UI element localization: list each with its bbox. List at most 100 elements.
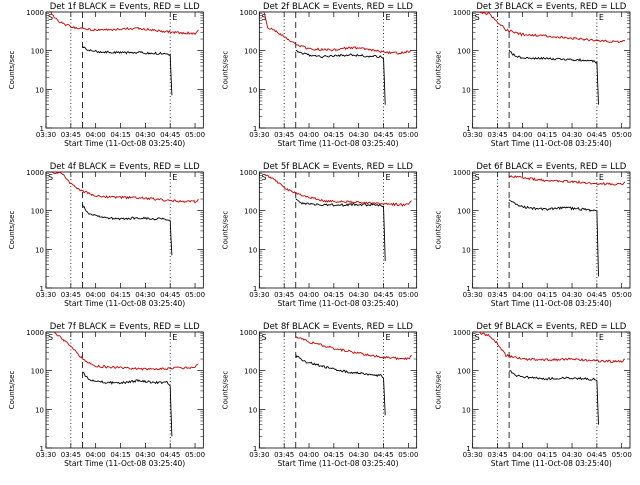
- x-tick-label: 04:15: [537, 291, 557, 299]
- chart-panel-4: Det 4f BLACK = Events, RED = LLD 1 10 100 10…: [8, 162, 205, 308]
- y-tick-label: 10: [35, 246, 44, 254]
- y-tick-label: 1: [253, 125, 257, 133]
- x-tick-label: 05:00: [185, 451, 205, 459]
- chart-title: Det 2f BLACK = Events, RED = LLD: [263, 2, 413, 12]
- y-tick-label: 10: [35, 406, 44, 414]
- chart-panel-3: Det 3f BLACK = Events, RED = LLD 1 10 100 10…: [435, 2, 632, 148]
- x-tick-label: 03:45: [487, 451, 507, 459]
- y-tick-label: 100: [31, 48, 44, 56]
- x-tick-label: 04:15: [324, 131, 344, 139]
- y-tick-label: 1: [40, 445, 44, 453]
- x-tick-label: 05:00: [398, 451, 418, 459]
- corner-label-end: E: [599, 13, 604, 22]
- x-tick-label: 05:00: [612, 131, 632, 139]
- y-axis-label: Counts/sec: [221, 371, 229, 410]
- corner-label-start: S: [475, 173, 480, 182]
- y-tick-label: 1000: [26, 329, 44, 337]
- chart-panel-7: Det 7f BLACK = Events, RED = LLD 1 10 100 10…: [8, 322, 205, 468]
- series-line-lld-red: [264, 174, 412, 207]
- x-tick-label: 05:00: [185, 291, 205, 299]
- x-tick-label: 03:30: [36, 291, 56, 299]
- y-tick-label: 100: [457, 368, 470, 376]
- x-tick-label: 03:30: [463, 451, 483, 459]
- chart-panel-2: Det 2f BLACK = Events, RED = LLD 1 10 100 10…: [221, 2, 418, 148]
- y-tick-label: 1000: [26, 169, 44, 177]
- x-tick-label: 05:00: [398, 131, 418, 139]
- x-tick-label: 04:15: [110, 451, 130, 459]
- y-tick-label: 1000: [240, 9, 258, 17]
- series-line-lld-red: [263, 12, 412, 55]
- x-tick-label: 04:00: [299, 451, 319, 459]
- x-tick-label: 03:45: [61, 451, 81, 459]
- y-axis-label: Counts/sec: [8, 51, 16, 90]
- x-tick-label: 03:30: [463, 131, 483, 139]
- x-tick-label: 04:45: [373, 131, 393, 139]
- y-tick-label: 10: [462, 406, 471, 414]
- y-tick-label: 100: [31, 208, 44, 216]
- series-line-events-black: [82, 371, 173, 437]
- y-axis-label: Counts/sec: [221, 211, 229, 250]
- chart-title: Det 8f BLACK = Events, RED = LLD: [263, 322, 413, 332]
- corner-label-end: E: [599, 333, 604, 342]
- y-tick-label: 1000: [26, 9, 44, 17]
- plot-frame: [45, 171, 204, 289]
- y-tick-label: 1000: [453, 9, 471, 17]
- series-line-lld-red: [51, 171, 199, 204]
- series-line-events-black: [508, 199, 599, 277]
- x-tick-label: 04:00: [512, 291, 532, 299]
- plot-frame: [45, 331, 204, 449]
- plot-frame: [258, 11, 418, 129]
- series-line-lld-red: [508, 175, 626, 186]
- y-tick-label: 100: [244, 208, 257, 216]
- x-axis-label: Start Time (11-Oct-08 03:25:40): [277, 459, 398, 468]
- x-tick-label: 05:00: [398, 291, 418, 299]
- plot-frame: [472, 11, 631, 129]
- corner-label-start: S: [48, 333, 53, 342]
- x-tick-label: 03:45: [487, 291, 507, 299]
- chart-panel-9: Det 9f BLACK = Events, RED = LLD 1 10 100 10…: [435, 322, 632, 468]
- series-line-lld-red: [477, 331, 626, 363]
- plot-frame: [45, 11, 204, 129]
- x-tick-label: 04:00: [512, 131, 532, 139]
- y-tick-label: 1: [40, 125, 44, 133]
- corner-label-end: E: [386, 173, 391, 182]
- chart-title: Det 4f BLACK = Events, RED = LLD: [50, 162, 200, 172]
- x-tick-label: 05:00: [185, 131, 205, 139]
- y-tick-label: 10: [248, 246, 257, 254]
- y-tick-label: 1000: [453, 329, 471, 337]
- y-tick-label: 100: [31, 368, 44, 376]
- corner-label-end: E: [599, 173, 604, 182]
- series-line-events-black: [295, 198, 386, 262]
- x-tick-label: 05:00: [612, 291, 632, 299]
- corner-label-start: S: [475, 13, 480, 22]
- plot-frame: [258, 171, 418, 289]
- y-tick-label: 1000: [240, 329, 258, 337]
- y-tick-label: 10: [462, 246, 471, 254]
- chart-title: Det 7f BLACK = Events, RED = LLD: [50, 322, 200, 332]
- x-tick-label: 04:45: [373, 451, 393, 459]
- corner-label-start: S: [261, 13, 266, 22]
- y-tick-label: 10: [248, 406, 257, 414]
- x-tick-label: 04:30: [135, 131, 155, 139]
- y-axis-label: Counts/sec: [8, 211, 16, 250]
- x-tick-label: 04:15: [537, 131, 557, 139]
- plot-frame: [258, 331, 418, 449]
- corner-label-start: S: [475, 333, 480, 342]
- y-tick-label: 100: [457, 208, 470, 216]
- x-tick-label: 04:45: [160, 291, 180, 299]
- x-tick-label: 04:30: [349, 131, 369, 139]
- x-axis-label: Start Time (11-Oct-08 03:25:40): [277, 139, 398, 148]
- chart-panel-6: Det 6f BLACK = Events, RED = LLD 1 10 100 10…: [435, 162, 632, 308]
- x-tick-label: 04:45: [160, 451, 180, 459]
- x-tick-label: 03:30: [249, 451, 269, 459]
- series-line-events-black: [295, 49, 386, 105]
- corner-label-end: E: [386, 333, 391, 342]
- x-tick-label: 04:30: [349, 451, 369, 459]
- series-line-events-black: [508, 370, 599, 425]
- plot-frame: [472, 171, 631, 289]
- chart-panel-1: Det 1f BLACK = Events, RED = LLD 1 10 100 10…: [8, 2, 205, 148]
- x-tick-label: 04:30: [135, 291, 155, 299]
- corner-label-end: E: [172, 333, 177, 342]
- y-tick-label: 100: [244, 368, 257, 376]
- x-tick-label: 04:00: [299, 131, 319, 139]
